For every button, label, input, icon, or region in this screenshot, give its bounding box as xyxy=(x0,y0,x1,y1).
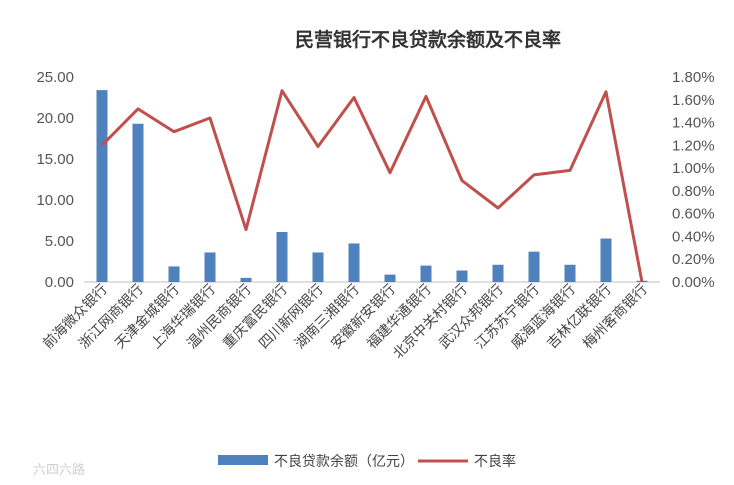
bar xyxy=(204,252,216,282)
bar xyxy=(420,265,432,282)
y-left-tick-label: 25.00 xyxy=(36,69,74,86)
bar xyxy=(96,90,108,283)
line-series xyxy=(100,89,644,283)
y-right-tick-label: 1.80% xyxy=(672,69,715,86)
bar xyxy=(384,274,396,282)
bar xyxy=(600,238,612,282)
legend-label-bar: 不良贷款余额（亿元） xyxy=(274,453,414,470)
watermark-text: 六四六路 xyxy=(33,462,85,478)
y-left-tick-label: 0.00 xyxy=(45,274,74,291)
y-right-tick-label: 0.80% xyxy=(672,183,715,200)
axes: 0.00 5.00 10.00 15.00 20.00 25.00 0.00% 0.20% 0.… xyxy=(36,69,714,291)
bar xyxy=(276,231,288,282)
y-right-tick-label: 0.60% xyxy=(672,206,715,223)
category-labels: 前海微众银行浙江网商银行天津金城银行上海华瑞银行温州民商银行重庆富民银行四川新网… xyxy=(39,281,650,362)
y-right-tick-label: 1.00% xyxy=(672,160,715,177)
y-left-tick-label: 10.00 xyxy=(36,192,74,209)
bar-series xyxy=(96,90,648,283)
bar xyxy=(168,266,180,282)
legend-label-line: 不良率 xyxy=(474,453,516,470)
legend: 不良贷款余额（亿元） 不良率 xyxy=(218,453,516,470)
bar xyxy=(348,243,360,282)
bar xyxy=(240,277,252,282)
bar xyxy=(312,252,324,282)
chart-title: 民营银行不良贷款余额及不良率 xyxy=(295,28,561,51)
bar xyxy=(528,251,540,282)
bar xyxy=(456,270,468,282)
legend-swatch-bar xyxy=(218,455,268,465)
watermark: 六四六路 xyxy=(33,462,85,478)
bar xyxy=(492,264,504,282)
y-left-tick-label: 20.00 xyxy=(36,110,74,127)
y-right-tick-label: 0.00% xyxy=(672,274,715,291)
y-left-tick-label: 15.00 xyxy=(36,151,74,168)
y-left-tick-label: 5.00 xyxy=(45,233,74,250)
bar xyxy=(132,123,144,283)
y-right-tick-label: 1.20% xyxy=(672,137,715,154)
y-right-tick-label: 1.40% xyxy=(672,115,715,132)
bar xyxy=(564,264,576,282)
y-right-tick-label: 0.20% xyxy=(672,251,715,268)
y-right-tick-label: 0.40% xyxy=(672,228,715,245)
line-path xyxy=(100,89,644,283)
y-right-tick-label: 1.60% xyxy=(672,92,715,109)
